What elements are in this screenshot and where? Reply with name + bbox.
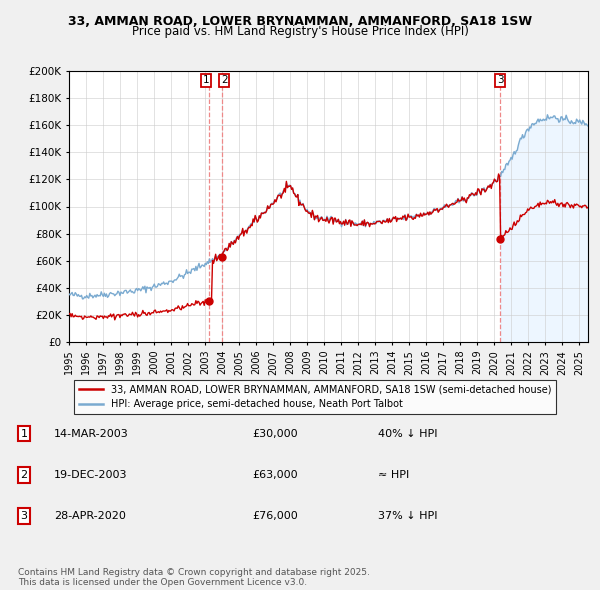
Text: 37% ↓ HPI: 37% ↓ HPI — [378, 512, 437, 521]
Text: 40% ↓ HPI: 40% ↓ HPI — [378, 429, 437, 438]
Text: 3: 3 — [20, 512, 28, 521]
Text: Price paid vs. HM Land Registry's House Price Index (HPI): Price paid vs. HM Land Registry's House … — [131, 25, 469, 38]
Text: 33, AMMAN ROAD, LOWER BRYNAMMAN, AMMANFORD, SA18 1SW: 33, AMMAN ROAD, LOWER BRYNAMMAN, AMMANFO… — [68, 15, 532, 28]
Text: Contains HM Land Registry data © Crown copyright and database right 2025.
This d: Contains HM Land Registry data © Crown c… — [18, 568, 370, 587]
Text: 3: 3 — [497, 76, 503, 86]
Text: 2: 2 — [221, 76, 227, 86]
Text: £30,000: £30,000 — [252, 429, 298, 438]
Legend: 33, AMMAN ROAD, LOWER BRYNAMMAN, AMMANFORD, SA18 1SW (semi-detached house), HPI:: 33, AMMAN ROAD, LOWER BRYNAMMAN, AMMANFO… — [74, 379, 556, 414]
Text: 28-APR-2020: 28-APR-2020 — [54, 512, 126, 521]
Text: 2: 2 — [20, 470, 28, 480]
Text: £63,000: £63,000 — [252, 470, 298, 480]
Text: 14-MAR-2003: 14-MAR-2003 — [54, 429, 129, 438]
Text: ≈ HPI: ≈ HPI — [378, 470, 409, 480]
Text: 1: 1 — [203, 76, 209, 86]
Text: 19-DEC-2003: 19-DEC-2003 — [54, 470, 128, 480]
Text: £76,000: £76,000 — [252, 512, 298, 521]
Text: 1: 1 — [20, 429, 28, 438]
